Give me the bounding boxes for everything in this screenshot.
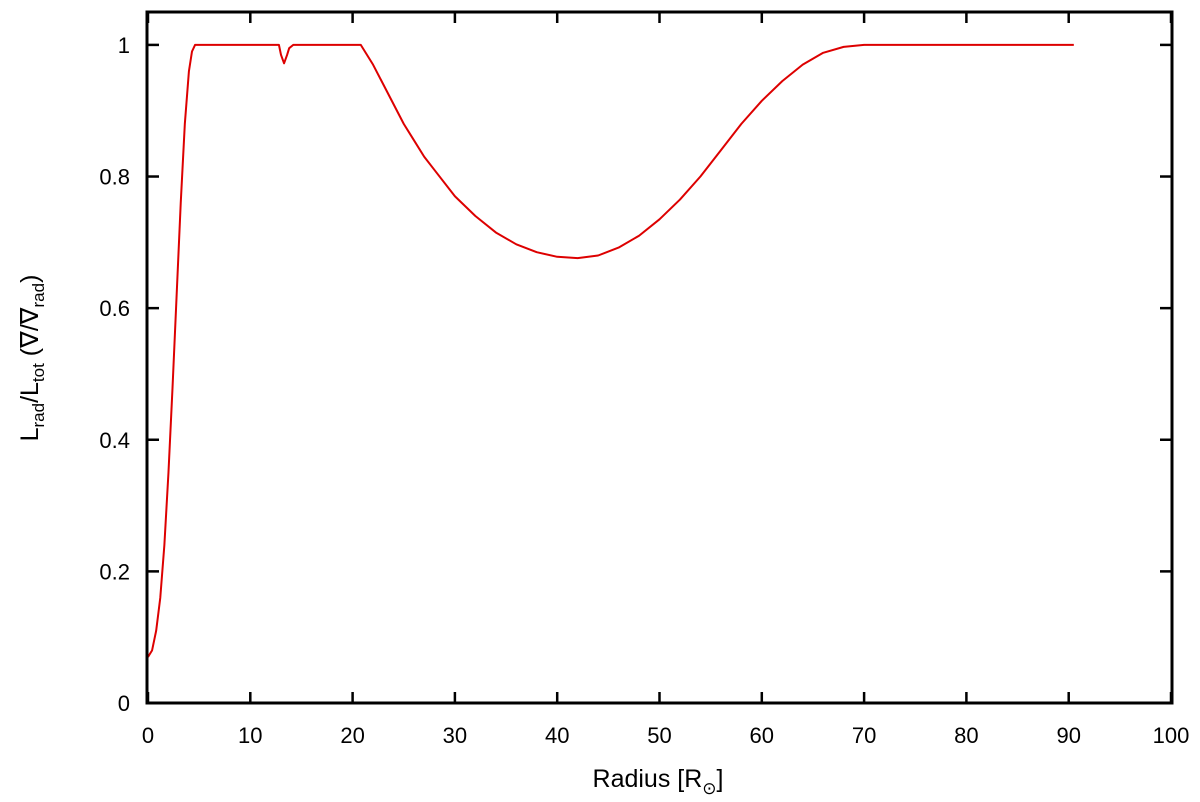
y-axis-label: Lrad/Ltot (∇/∇rad) xyxy=(16,275,48,442)
x-tick-label: 80 xyxy=(954,723,978,748)
y-tick-label: 0.4 xyxy=(99,428,130,453)
x-tick-label: 100 xyxy=(1153,723,1190,748)
ticks xyxy=(146,12,1173,705)
y-tick-label: 0.6 xyxy=(99,296,130,321)
tick-labels: 0 10 20 30 40 50 60 70 80 90 100 0 0.2 0.4 0.6 0.8 1 xyxy=(99,33,1189,748)
x-tick-label: 20 xyxy=(340,723,364,748)
x-tick-label: 10 xyxy=(238,723,262,748)
y-tick-label: 0 xyxy=(118,691,130,716)
x-tick-label: 50 xyxy=(647,723,671,748)
series-line xyxy=(147,43,1074,658)
x-tick-label: 70 xyxy=(852,723,876,748)
x-axis-label: Radius [R⊙] xyxy=(593,765,724,798)
x-tick-label: 40 xyxy=(545,723,569,748)
y-tick-label: 1 xyxy=(118,33,130,58)
y-tick-label: 0.8 xyxy=(99,165,130,190)
x-tick-label: 60 xyxy=(750,723,774,748)
x-tick-label: 30 xyxy=(443,723,467,748)
x-tick-label: 0 xyxy=(142,723,154,748)
y-tick-label: 0.2 xyxy=(99,559,130,584)
x-tick-label: 90 xyxy=(1056,723,1080,748)
plot-frame xyxy=(145,10,1174,705)
